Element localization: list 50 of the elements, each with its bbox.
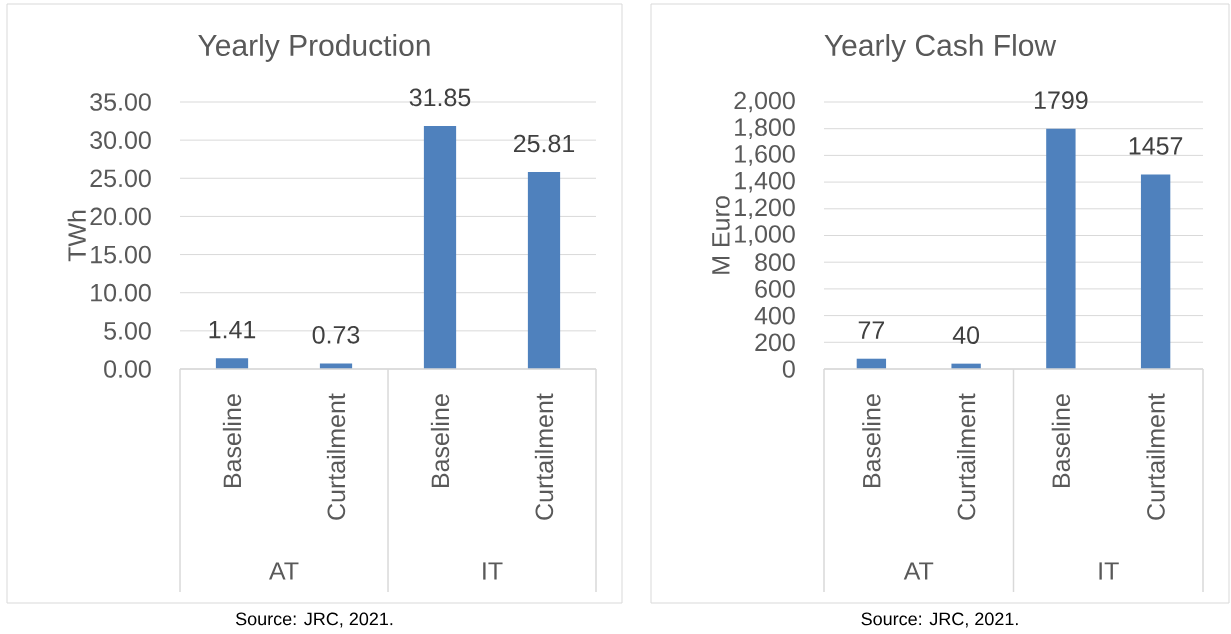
y-tick-label: 400 [754, 306, 795, 325]
y-tick-label: 800 [755, 253, 795, 272]
y-tick-label: 600 [755, 280, 795, 298]
text: IT [483, 562, 503, 580]
y-tick-label: 20.00 [90, 207, 151, 226]
x-tick-label: Baseline [222, 394, 242, 488]
chart-title: Yearly Cash Flow [824, 34, 1057, 62]
y-tick-label: 5.00 [104, 322, 151, 340]
y-tick-label: 0 [782, 360, 795, 378]
bar [215, 358, 249, 369]
text: AT [269, 562, 299, 580]
bar [1046, 128, 1076, 369]
x-tick-label: Curtailment [326, 393, 346, 520]
bar [1140, 174, 1171, 369]
source-note: Source: JRC, 2021. [861, 612, 1018, 628]
chart-title: Yearly Production [198, 34, 430, 62]
data-label: 40 [952, 326, 980, 344]
y-axis-title: TWh [67, 210, 86, 262]
y-tick-label: 1,600 [735, 145, 795, 166]
y-tick-label: 200 [755, 333, 795, 352]
y-tick-label: 10.00 [91, 283, 151, 302]
x-tick-label: Baseline [1051, 394, 1071, 488]
y-tick-label: 0.00 [104, 360, 151, 378]
y-tick-label: 1,800 [735, 118, 795, 140]
data-label: 1799 [1034, 91, 1088, 110]
y-tick-label: 30.00 [90, 131, 151, 149]
y-tick-label: 1,400 [735, 171, 795, 193]
data-label: 25.81 [513, 134, 575, 153]
y-tick-label: 1,200 [735, 198, 795, 220]
bar [527, 172, 561, 369]
bar [423, 126, 457, 369]
x-tick-label: Baseline [862, 394, 881, 488]
data-label: 31.85 [409, 88, 471, 107]
y-tick-label: 25.00 [90, 169, 151, 188]
data-label: 1457 [1129, 137, 1183, 155]
x-tick-label: Curtailment [1146, 393, 1165, 520]
text: IT [1099, 562, 1119, 580]
x-tick-label: Baseline [430, 394, 450, 488]
text: AT [903, 562, 934, 580]
y-tick-label: 2,000 [734, 91, 795, 113]
x-tick-label: Curtailment [956, 393, 976, 520]
y-axis-title: M Euro [712, 196, 730, 274]
data-label: 1.41 [209, 321, 256, 339]
source-note: Source: JRC, 2021. [235, 612, 393, 628]
x-tick-label: Curtailment [534, 393, 554, 520]
y-tick-label: 1,000 [735, 225, 795, 246]
data-label: 77 [858, 321, 885, 339]
data-label: 0.73 [312, 325, 360, 344]
y-tick-label: 15.00 [91, 245, 151, 264]
y-tick-label: 35.00 [90, 93, 151, 111]
